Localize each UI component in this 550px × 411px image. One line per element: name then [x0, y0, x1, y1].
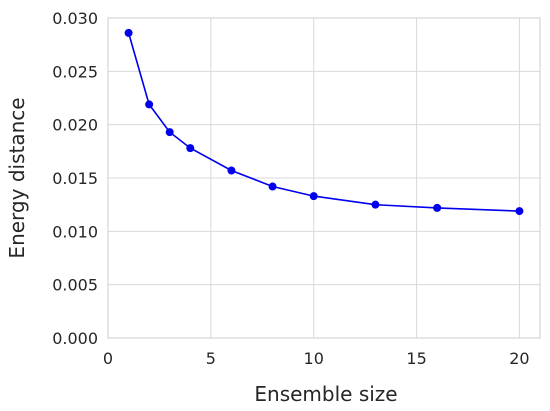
y-tick-label: 0.005	[52, 276, 98, 295]
grid-lines	[107, 17, 540, 339]
x-tick-label: 0	[103, 349, 113, 368]
data-point	[186, 144, 195, 153]
x-tick-label: 15	[406, 349, 426, 368]
data-point	[268, 182, 277, 191]
x-axis-title: Ensemble size	[254, 382, 397, 406]
x-tick-label: 20	[509, 349, 529, 368]
y-tick-label: 0.025	[52, 62, 98, 81]
data-point	[309, 192, 318, 201]
plot-frame	[107, 17, 541, 339]
x-tick-label: 10	[304, 349, 324, 368]
y-tick-label: 0.015	[52, 169, 98, 188]
y-tick-labels: 0.000 0.005 0.010 0.015 0.020 0.025 0.030	[52, 9, 98, 348]
y-axis-title: Energy distance	[5, 97, 29, 258]
data-point	[371, 200, 380, 209]
data-point	[145, 100, 154, 109]
x-tick-label: 5	[206, 349, 216, 368]
series-line	[127, 32, 520, 212]
data-point	[124, 28, 133, 37]
data-point	[515, 207, 524, 216]
y-tick-label: 0.020	[52, 116, 98, 135]
data-point	[165, 128, 174, 137]
y-tick-label: 0.030	[52, 9, 98, 28]
data-point	[227, 166, 236, 175]
data-point	[433, 203, 442, 212]
y-tick-label: 0.010	[52, 222, 98, 241]
x-tick-labels: 0 5 10 15 20	[103, 349, 530, 368]
data-points	[124, 28, 524, 216]
y-tick-label: 0.000	[52, 329, 98, 348]
